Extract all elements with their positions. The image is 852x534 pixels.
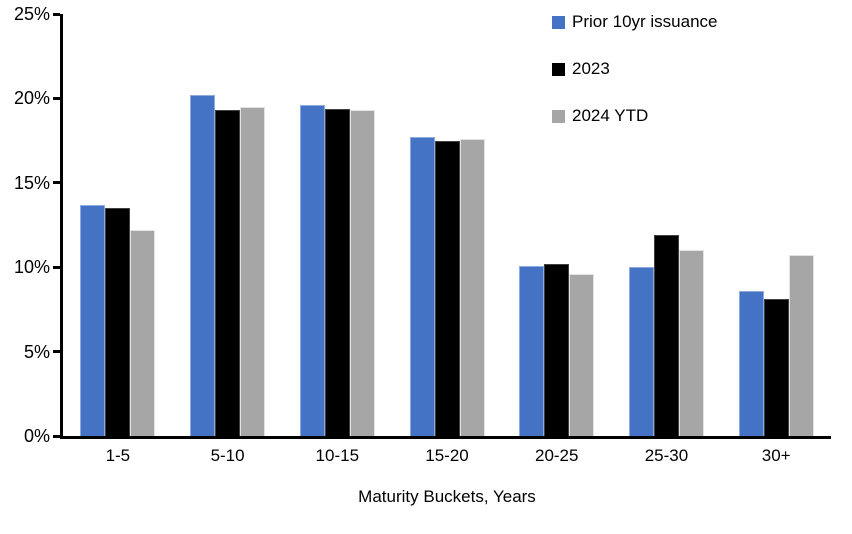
bar-2024-ytd — [788, 255, 814, 436]
y-axis-tick — [53, 12, 60, 16]
y-axis-tick-label: 5% — [23, 341, 50, 362]
bar-2023 — [215, 110, 241, 436]
y-axis-tick — [53, 434, 60, 438]
x-axis-label: 30+ — [761, 446, 791, 465]
legend-swatch-icon — [552, 109, 565, 123]
y-axis-tick-label: 15% — [13, 172, 50, 193]
x-axis-label: 15-20 — [425, 446, 469, 465]
bar-groups — [63, 14, 831, 436]
bar-2023 — [653, 235, 679, 436]
legend-item-prior-10yr-issuance: Prior 10yr issuance — [552, 11, 718, 33]
bar-prior-10yr-issuance — [190, 95, 216, 436]
legend-swatch-icon — [552, 15, 565, 29]
legend-item-2024-ytd: 2024 YTD — [552, 105, 718, 127]
plot-area — [53, 12, 831, 439]
y-axis-tick — [53, 181, 60, 185]
bar-2023 — [105, 208, 131, 436]
bar-group-25-30 — [612, 14, 722, 436]
bar-2023 — [324, 108, 350, 436]
bar-group-30 — [721, 14, 831, 436]
bar-group-1-5 — [63, 14, 173, 436]
legend-item-2023: 2023 — [552, 58, 718, 80]
y-axis-tick-label: 10% — [13, 257, 50, 278]
x-axis-label: 1-5 — [105, 446, 131, 465]
bar-2024-ytd — [678, 250, 704, 436]
y-axis-tick-label: 0% — [23, 426, 50, 446]
legend-label: 2024 YTD — [572, 106, 649, 125]
bar-prior-10yr-issuance — [80, 204, 106, 436]
bar-2024-ytd — [130, 230, 156, 436]
bar-prior-10yr-issuance — [409, 137, 435, 436]
bar-2024-ytd — [569, 273, 595, 436]
bar-2023 — [434, 140, 460, 436]
y-axis-tick-label: 20% — [13, 88, 50, 109]
y-axis-tick — [53, 96, 60, 100]
bar-prior-10yr-issuance — [519, 265, 545, 436]
bar-2023 — [544, 263, 570, 436]
legend-label: Prior 10yr issuance — [572, 12, 718, 31]
x-axis-label: 5-10 — [210, 446, 245, 465]
bar-group-5-10 — [173, 14, 283, 436]
bar-2023 — [763, 299, 789, 436]
x-axis-label: 25-30 — [644, 446, 689, 465]
x-axis: 1-5 5-10 10-15 15-20 20-25 25-30 30+ — [63, 446, 831, 466]
bar-2024-ytd — [240, 106, 266, 436]
x-axis-label: 10-15 — [315, 446, 360, 465]
legend-label: 2023 — [572, 59, 610, 78]
legend-swatch-icon — [552, 62, 565, 76]
x-axis-label: 20-25 — [534, 446, 579, 465]
y-axis-tick — [53, 265, 60, 269]
bar-2024-ytd — [459, 138, 485, 436]
y-axis-tick-label: 25% — [13, 4, 50, 24]
x-axis-title: Maturity Buckets, Years — [358, 487, 536, 506]
bar-prior-10yr-issuance — [738, 290, 764, 436]
bar-prior-10yr-issuance — [299, 105, 325, 436]
legend: Prior 10yr issuance 2023 2024 YTD — [552, 11, 718, 152]
bar-group-15-20 — [392, 14, 502, 436]
bar-group-10-15 — [282, 14, 392, 436]
bar-prior-10yr-issuance — [628, 267, 654, 436]
bar-group-20-25 — [502, 14, 612, 436]
y-axis-tick — [53, 350, 60, 354]
bar-2024-ytd — [349, 110, 375, 436]
